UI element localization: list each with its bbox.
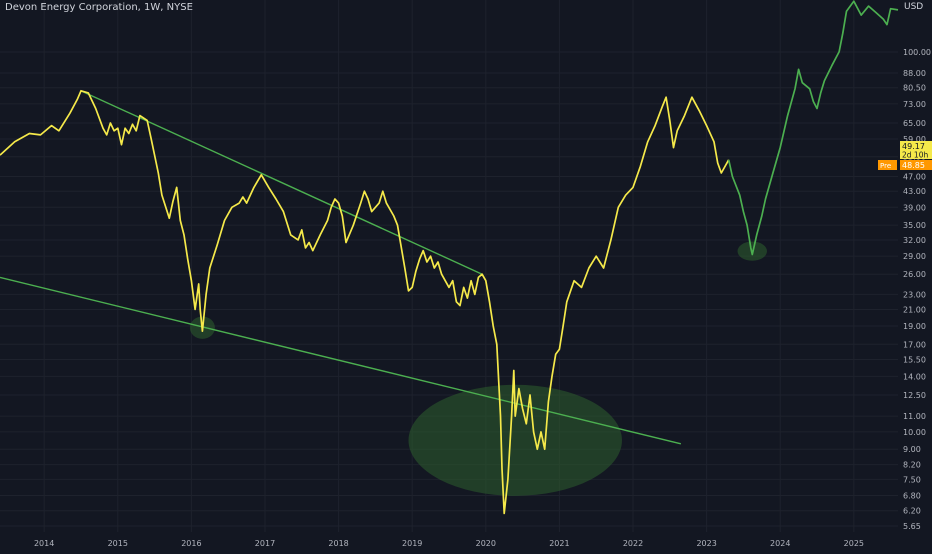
y-tick-label: 39.00 <box>903 203 926 212</box>
y-tick-label: 6.80 <box>903 491 921 500</box>
highlight-ellipse <box>408 384 622 496</box>
y-tick-label: 43.00 <box>903 187 926 196</box>
x-tick-label: 2021 <box>549 539 569 548</box>
y-tick-label: 15.50 <box>903 356 926 365</box>
y-tick-label: 17.00 <box>903 340 926 349</box>
price-line-segment <box>727 0 899 256</box>
y-tick-label: 23.00 <box>903 290 926 299</box>
price-series <box>0 0 899 515</box>
bar-countdown: 2d 10h <box>902 151 928 160</box>
price-axis[interactable]: 100.0088.0080.5073.0065.0059.0053.0047.0… <box>903 48 931 531</box>
currency-label: USD <box>904 2 924 12</box>
y-tick-label: 10.00 <box>903 428 926 437</box>
y-tick-label: 21.00 <box>903 305 926 314</box>
pre-market-label-badge <box>878 160 897 170</box>
y-tick-label: 19.00 <box>903 322 926 331</box>
x-tick-label: 2015 <box>108 539 128 548</box>
x-tick-label: 2024 <box>770 539 790 548</box>
y-tick-label: 11.00 <box>903 412 926 421</box>
x-tick-label: 2023 <box>696 539 716 548</box>
y-tick-label: 29.00 <box>903 252 926 261</box>
y-tick-label: 14.00 <box>903 372 926 381</box>
y-tick-label: 32.00 <box>903 236 926 245</box>
pre-market-price: 48.85 <box>902 161 925 170</box>
y-tick-label: 12.50 <box>903 391 926 400</box>
y-tick-label: 6.20 <box>903 507 921 516</box>
time-axis[interactable]: 2014 2015 2016 2017 2018 2019 2020 2021 2022 2023… <box>34 539 864 548</box>
x-tick-label: 2020 <box>476 539 496 548</box>
y-tick-label: 9.00 <box>903 445 921 454</box>
price-line-segment <box>0 89 730 515</box>
y-tick-label: 8.20 <box>903 461 921 470</box>
y-tick-label: 26.00 <box>903 270 926 279</box>
y-tick-label: 73.00 <box>903 100 926 109</box>
x-tick-label: 2018 <box>328 539 348 548</box>
x-tick-label: 2017 <box>255 539 275 548</box>
y-tick-label: 35.00 <box>903 221 926 230</box>
y-tick-label: 80.50 <box>903 84 926 93</box>
y-tick-label: 5.65 <box>903 522 921 531</box>
x-tick-label: 2016 <box>181 539 201 548</box>
price-badges: 49.17 2d 10h Pre 48.85 <box>878 141 932 170</box>
last-price-badge <box>900 141 932 159</box>
y-tick-label: 100.00 <box>903 48 931 57</box>
x-tick-label: 2014 <box>34 539 54 548</box>
y-tick-label: 65.00 <box>903 119 926 128</box>
pre-market-label: Pre <box>880 162 891 170</box>
symbol-title[interactable]: Devon Energy Corporation, 1W, NYSE <box>5 2 193 13</box>
x-tick-label: 2022 <box>623 539 643 548</box>
last-price-value: 49.17 <box>902 142 925 151</box>
y-tick-label: 59.00 <box>903 135 926 144</box>
trendline <box>0 276 682 445</box>
y-tick-label: 47.00 <box>903 173 926 182</box>
x-tick-label: 2019 <box>402 539 422 548</box>
pre-market-price-badge <box>900 160 932 170</box>
y-tick-label: 7.50 <box>903 475 921 484</box>
x-tick-label: 2025 <box>844 539 864 548</box>
y-tick-label: 88.00 <box>903 69 926 78</box>
